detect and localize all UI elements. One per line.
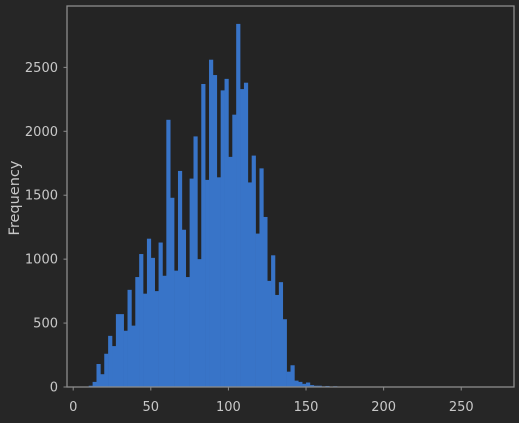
- histogram-bar: [185, 277, 190, 387]
- histogram-bar: [212, 75, 218, 387]
- x-tick-label: 250: [449, 400, 474, 415]
- histogram-bar: [174, 270, 179, 387]
- histogram-bar: [228, 156, 233, 387]
- histogram-bar: [115, 314, 121, 387]
- histogram-bar: [240, 89, 245, 387]
- histogram-bar: [166, 119, 171, 387]
- y-axis: 0 500 1000 1500 2000 2500: [25, 61, 67, 396]
- histogram-bar: [158, 242, 163, 387]
- x-tick-label: 150: [294, 400, 319, 415]
- histogram-bar: [131, 325, 136, 387]
- histogram-bar: [251, 155, 256, 387]
- histogram-bar: [216, 177, 221, 387]
- histogram-bar: [143, 293, 148, 387]
- histogram-bar: [193, 136, 198, 387]
- histogram-bar: [243, 82, 249, 388]
- histogram-bar: [302, 383, 307, 387]
- histogram-bar: [298, 381, 303, 387]
- y-tick-label: 2000: [25, 125, 58, 140]
- histogram-bar: [259, 168, 264, 387]
- x-tick-label: 50: [143, 400, 160, 415]
- x-tick-label: 0: [69, 400, 77, 415]
- y-tick-label: 0: [50, 381, 58, 396]
- y-tick-label: 1500: [25, 189, 58, 204]
- y-axis-label: Frequency: [7, 160, 23, 235]
- histogram-bar: [205, 179, 210, 387]
- histogram-bar: [127, 289, 132, 387]
- histogram-bar: [294, 380, 299, 387]
- histogram-bar: [247, 182, 252, 387]
- y-tick-label: 500: [33, 317, 58, 332]
- histogram-bar: [139, 254, 144, 387]
- histogram-bar: [224, 78, 229, 387]
- y-tick-label: 1000: [25, 253, 58, 268]
- histogram-bar: [123, 330, 128, 387]
- histogram-bar: [112, 346, 117, 387]
- histogram-bar: [177, 170, 183, 387]
- histogram-bar: [278, 282, 284, 387]
- bars-group: [88, 23, 497, 388]
- histogram-bar: [274, 294, 280, 387]
- histogram-bar: [236, 23, 241, 388]
- histogram-bar: [290, 365, 295, 387]
- histogram-bar: [162, 275, 167, 387]
- histogram-bar: [96, 363, 101, 387]
- histogram-bar: [104, 353, 109, 387]
- x-tick-label: 100: [216, 400, 241, 415]
- axes-frame: [66, 5, 515, 388]
- histogram-bar: [306, 382, 311, 387]
- histogram-bar: [150, 257, 155, 387]
- histogram-bar: [282, 319, 287, 387]
- histogram-bar: [100, 374, 105, 387]
- histogram-bar: [146, 238, 152, 387]
- histogram-bar: [92, 381, 97, 387]
- histogram-bar: [119, 314, 124, 387]
- histogram-bar: [271, 255, 276, 387]
- histogram-bar: [263, 216, 268, 387]
- histogram-bar: [135, 277, 140, 387]
- histogram-bar: [220, 90, 225, 387]
- histogram-bar: [154, 291, 159, 387]
- x-axis: 0 50 100 150 200 250: [69, 387, 474, 415]
- histogram-bar: [209, 59, 214, 387]
- histogram-bar: [255, 233, 260, 387]
- histogram-bar: [108, 335, 113, 387]
- histogram-bar: [267, 280, 272, 387]
- histogram-bar: [309, 385, 315, 387]
- histogram-bar: [170, 197, 175, 387]
- histogram-bar: [189, 178, 194, 387]
- histogram-bar: [201, 83, 206, 388]
- histogram-bar: [286, 371, 291, 387]
- histogram-bar: [181, 229, 187, 387]
- histogram-bar: [232, 114, 237, 388]
- x-tick-label: 200: [371, 400, 396, 415]
- y-tick-label: 2500: [25, 61, 58, 76]
- histogram-bar: [197, 259, 202, 387]
